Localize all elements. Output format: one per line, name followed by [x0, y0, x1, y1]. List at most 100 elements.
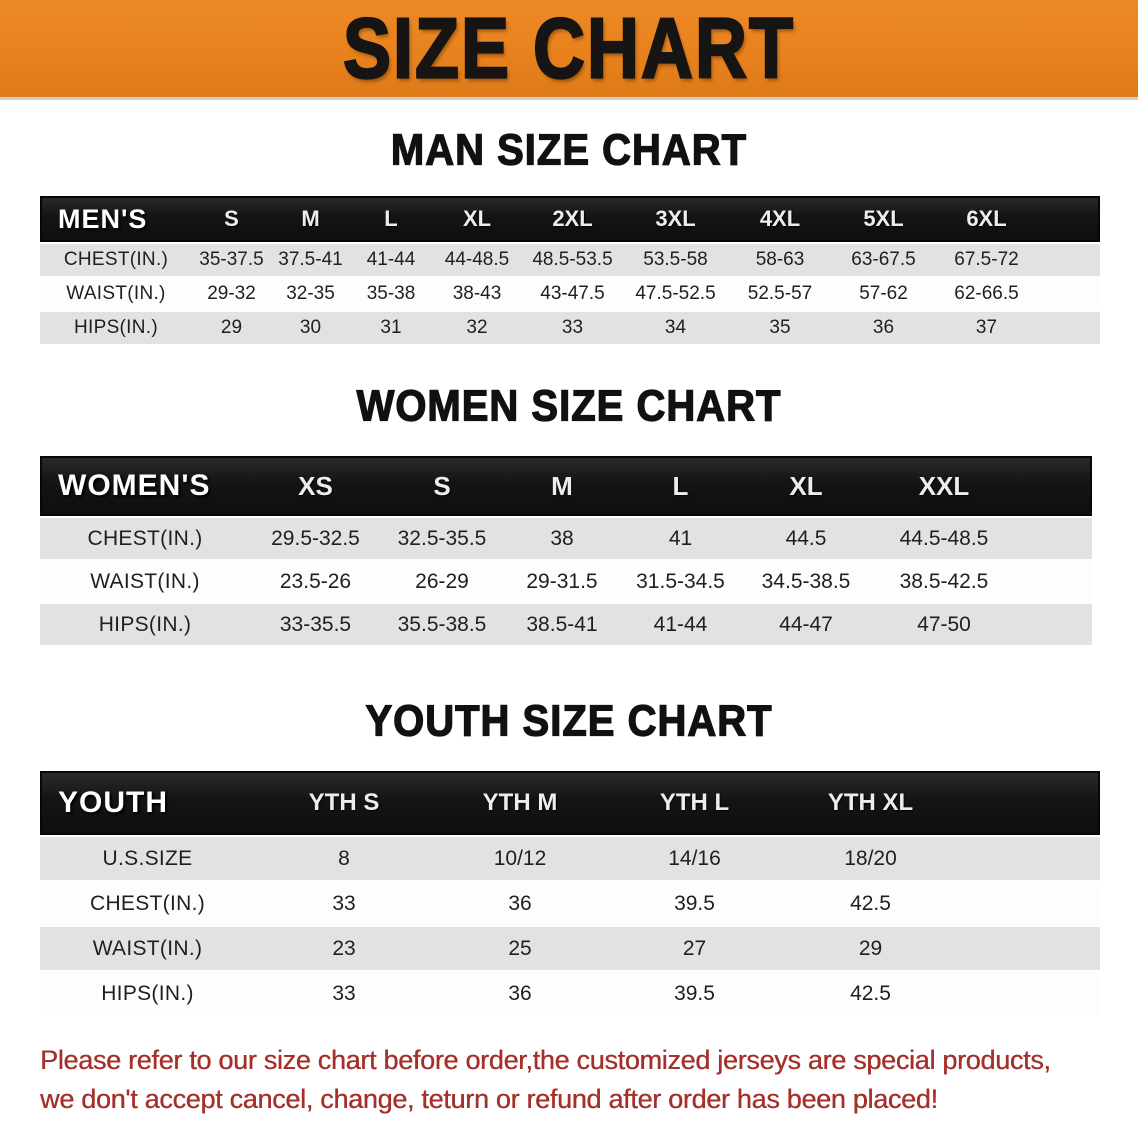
men-row-filler	[1038, 244, 1100, 276]
youth-waist-in-yth-xl: 29	[858, 936, 883, 960]
women-column-xxl: XXL	[918, 470, 970, 501]
women-hips-in-xxl: 47-50	[917, 612, 971, 636]
men-row-label-waist-in: WAIST(IN.)	[66, 283, 166, 304]
youth-table-header-row: YOUTH YTH S YTH M YTH L YTH XL	[40, 771, 1100, 835]
women-row-filler	[1016, 604, 1092, 645]
youth-row-filler	[959, 837, 1100, 880]
women-column-m: M	[551, 470, 573, 501]
banner-title: SIZE CHART	[342, 1, 795, 96]
women-hips-in-m: 38.5-41	[526, 612, 598, 636]
men-table-header-row: MEN'S S M L XL 2XL 3XL 4XL 5XL 6XL	[40, 196, 1100, 242]
women-hips-in-l: 41-44	[653, 612, 708, 636]
youth-row-label-waist-in: WAIST(IN.)	[92, 936, 203, 960]
women-row-label-waist-in: WAIST(IN.)	[90, 569, 200, 593]
men-size-section: MAN SIZE CHART MEN'S S M L XL 2XL 3XL 4XL 5XL 6XL…	[0, 125, 1138, 344]
men-waist-in-4xl: 52.5-57	[747, 283, 813, 304]
women-column-xs: XS	[298, 470, 333, 501]
women-hips-in-xs: 33-35.5	[279, 612, 352, 636]
women-row-filler	[1016, 518, 1092, 559]
men-hips-in-xl: 32	[466, 317, 488, 338]
men-waist-in-5xl: 57-62	[859, 283, 908, 304]
youth-section-heading-text: YOUTH SIZE CHART	[365, 696, 773, 746]
youth-row-label-hips-in: HIPS(IN.)	[101, 981, 194, 1005]
women-section-heading: WOMEN SIZE CHART	[0, 381, 1138, 431]
women-corner-label: WOMEN'S	[58, 469, 211, 502]
youth-u-s-size-yth-m: 10/12	[493, 846, 547, 870]
women-waist-in-s: 26-29	[415, 569, 469, 593]
youth-waist-in-yth-m: 25	[508, 936, 532, 960]
women-hips-in-s: 35.5-38.5	[397, 612, 487, 636]
youth-waist-in-yth-s: 23	[332, 936, 356, 960]
size-chart-banner: SIZE CHART	[0, 0, 1138, 100]
men-waist-in-l: 35-38	[366, 283, 416, 304]
men-column-5xl: 5XL	[863, 206, 904, 231]
women-column-xl: XL	[789, 470, 823, 501]
men-row-label-hips-in: HIPS(IN.)	[74, 317, 158, 338]
men-column-xl: XL	[462, 206, 492, 231]
women-chest-in-xl: 44.5	[785, 526, 827, 550]
women-size-section: WOMEN SIZE CHART WOMEN'S XS S M L XL XXL CHEST(…	[0, 381, 1138, 645]
youth-row-label-chest-in: CHEST(IN.)	[90, 891, 205, 915]
youth-column-yth-xl: YTH XL	[827, 789, 914, 816]
youth-column-yth-s: YTH S	[308, 789, 380, 816]
men-chest-in-l: 41-44	[366, 249, 416, 270]
youth-chest-in-yth-xl: 42.5	[850, 891, 891, 915]
youth-u-s-size-yth-l: 14/16	[668, 846, 721, 870]
men-chest-in-s: 35-37.5	[199, 249, 264, 270]
youth-hips-in-yth-s: 33	[332, 981, 356, 1005]
women-chest-in-l: 41	[668, 526, 693, 550]
women-waist-in-l: 31.5-34.5	[636, 569, 725, 593]
men-hips-in-4xl: 35	[769, 317, 791, 338]
women-chest-in-xxl: 44.5-48.5	[899, 526, 989, 550]
men-section-heading: MAN SIZE CHART	[0, 125, 1138, 175]
men-chest-in-5xl: 63-67.5	[851, 249, 916, 270]
youth-section-heading: YOUTH SIZE CHART	[0, 696, 1138, 746]
men-hips-in-m: 30	[299, 317, 322, 338]
youth-size-table: YOUTH YTH S YTH M YTH L YTH XL U.S.SIZE 8 10/12…	[40, 771, 1100, 1015]
women-size-table: WOMEN'S XS S M L XL XXL CHEST(IN.) 29.5-32.5 32.5…	[40, 456, 1092, 645]
disclaimer-line-1: Please refer to our size chart before or…	[40, 1045, 1051, 1075]
men-hips-in-s: 29	[220, 317, 243, 338]
men-waist-in-2xl: 43-47.5	[540, 283, 605, 304]
youth-row-u-s-size: U.S.SIZE 8 10/12 14/16 18/20	[40, 837, 1100, 880]
men-waist-in-6xl: 62-66.5	[954, 283, 1019, 304]
women-chest-in-s: 32.5-35.5	[397, 526, 487, 550]
men-waist-in-3xl: 47.5-52.5	[635, 283, 716, 304]
youth-row-filler	[959, 972, 1100, 1015]
youth-size-section: YOUTH SIZE CHART YOUTH YTH S YTH M YTH L YTH…	[0, 696, 1138, 1015]
youth-u-s-size-yth-xl: 18/20	[844, 846, 897, 870]
men-chest-in-m: 37.5-41	[278, 249, 343, 270]
men-header-filler	[1038, 196, 1100, 242]
men-waist-in-m: 32-35	[286, 283, 335, 304]
youth-chest-in-yth-s: 33	[332, 891, 356, 915]
men-column-3xl: 3XL	[655, 206, 696, 231]
youth-chest-in-yth-l: 39.5	[674, 891, 715, 915]
men-hips-in-5xl: 36	[872, 317, 895, 338]
women-row-label-chest-in: CHEST(IN.)	[87, 526, 203, 550]
youth-hips-in-yth-m: 36	[508, 981, 532, 1005]
men-corner-label: MEN'S	[58, 203, 148, 234]
men-row-label-chest-in: CHEST(IN.)	[63, 249, 169, 270]
women-header-filler	[1016, 456, 1092, 516]
men-chest-in-xl: 44-48.5	[444, 249, 510, 270]
youth-row-filler	[959, 882, 1100, 925]
men-row-hips-in: HIPS(IN.) 29 30 31 32 33 34 35 36 37	[40, 312, 1100, 344]
men-hips-in-3xl: 34	[664, 317, 687, 338]
men-row-filler	[1038, 278, 1100, 310]
men-hips-in-2xl: 33	[561, 317, 584, 338]
women-row-chest-in: CHEST(IN.) 29.5-32.5 32.5-35.5 38 41 44.5 44.5…	[40, 518, 1092, 559]
youth-column-yth-m: YTH M	[482, 789, 558, 816]
women-chest-in-xs: 29.5-32.5	[271, 526, 360, 550]
youth-column-yth-l: YTH L	[659, 789, 730, 816]
women-row-filler	[1016, 561, 1092, 602]
women-waist-in-xxl: 38.5-42.5	[899, 569, 989, 593]
youth-row-label-u-s-size: U.S.SIZE	[102, 846, 193, 870]
men-chest-in-3xl: 53.5-58	[643, 249, 708, 270]
youth-header-filler	[959, 771, 1100, 835]
women-column-l: L	[672, 470, 689, 501]
youth-row-chest-in: CHEST(IN.) 33 36 39.5 42.5	[40, 882, 1100, 925]
women-column-s: S	[433, 470, 451, 501]
youth-row-hips-in: HIPS(IN.) 33 36 39.5 42.5	[40, 972, 1100, 1015]
women-row-hips-in: HIPS(IN.) 33-35.5 35.5-38.5 38.5-41 41-44 44-…	[40, 604, 1092, 645]
men-chest-in-6xl: 67.5-72	[954, 249, 1019, 270]
